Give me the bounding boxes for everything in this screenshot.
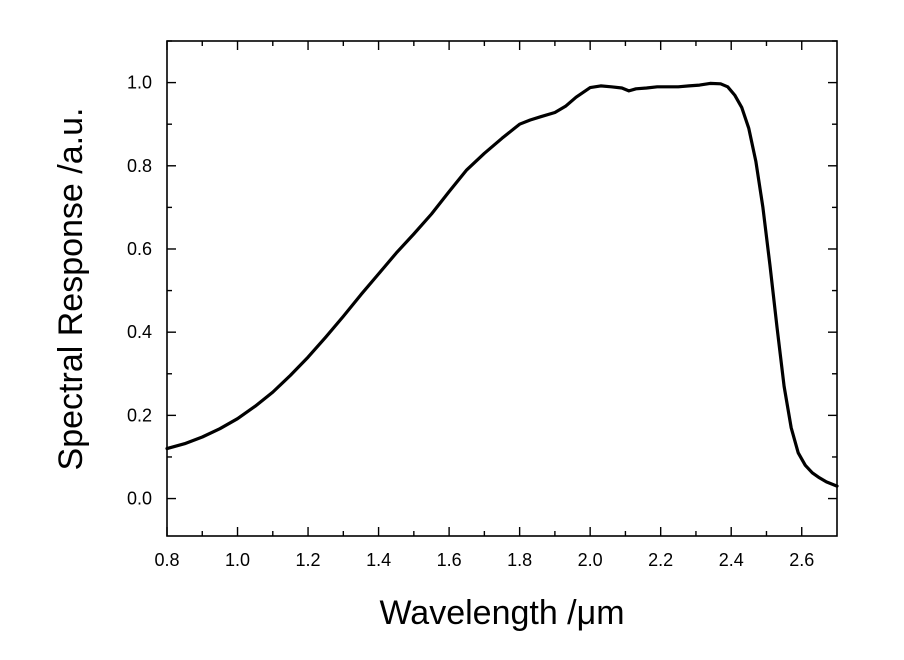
x-tick-label: 2.0 (578, 550, 603, 570)
x-tick-label: 1.8 (507, 550, 532, 570)
x-tick-label: 2.4 (719, 550, 744, 570)
x-tick-label: 1.6 (437, 550, 462, 570)
x-tick-label: 0.8 (154, 550, 179, 570)
y-tick-label: 0.4 (127, 322, 152, 342)
plot-frame (166, 40, 838, 537)
x-axis: 0.8 1.0 1.2 1.4 1.6 1.8 2.0 2.2 2.4 2.6 (154, 41, 814, 570)
spectral-response-line (165, 81, 839, 488)
x-tick-label: 2.2 (648, 550, 673, 570)
y-axis: 0.0 0.2 0.4 0.6 0.8 1.0 (127, 40, 837, 509)
y-tick-label: 0.6 (127, 239, 152, 259)
x-tick-label: 1.4 (366, 550, 391, 570)
x-tick-label: 1.2 (296, 550, 321, 570)
y-tick-label: 0.0 (127, 489, 152, 509)
y-tick-label: 0.2 (127, 405, 152, 425)
y-tick-label: 0.8 (127, 156, 152, 176)
y-tick-label: 1.0 (127, 73, 152, 93)
x-tick-label: 2.6 (789, 550, 814, 570)
x-tick-label: 1.0 (225, 550, 250, 570)
y-axis-title: Spectral Response /a.u. (52, 108, 90, 471)
x-axis-title: Wavelength /μm (379, 594, 624, 632)
